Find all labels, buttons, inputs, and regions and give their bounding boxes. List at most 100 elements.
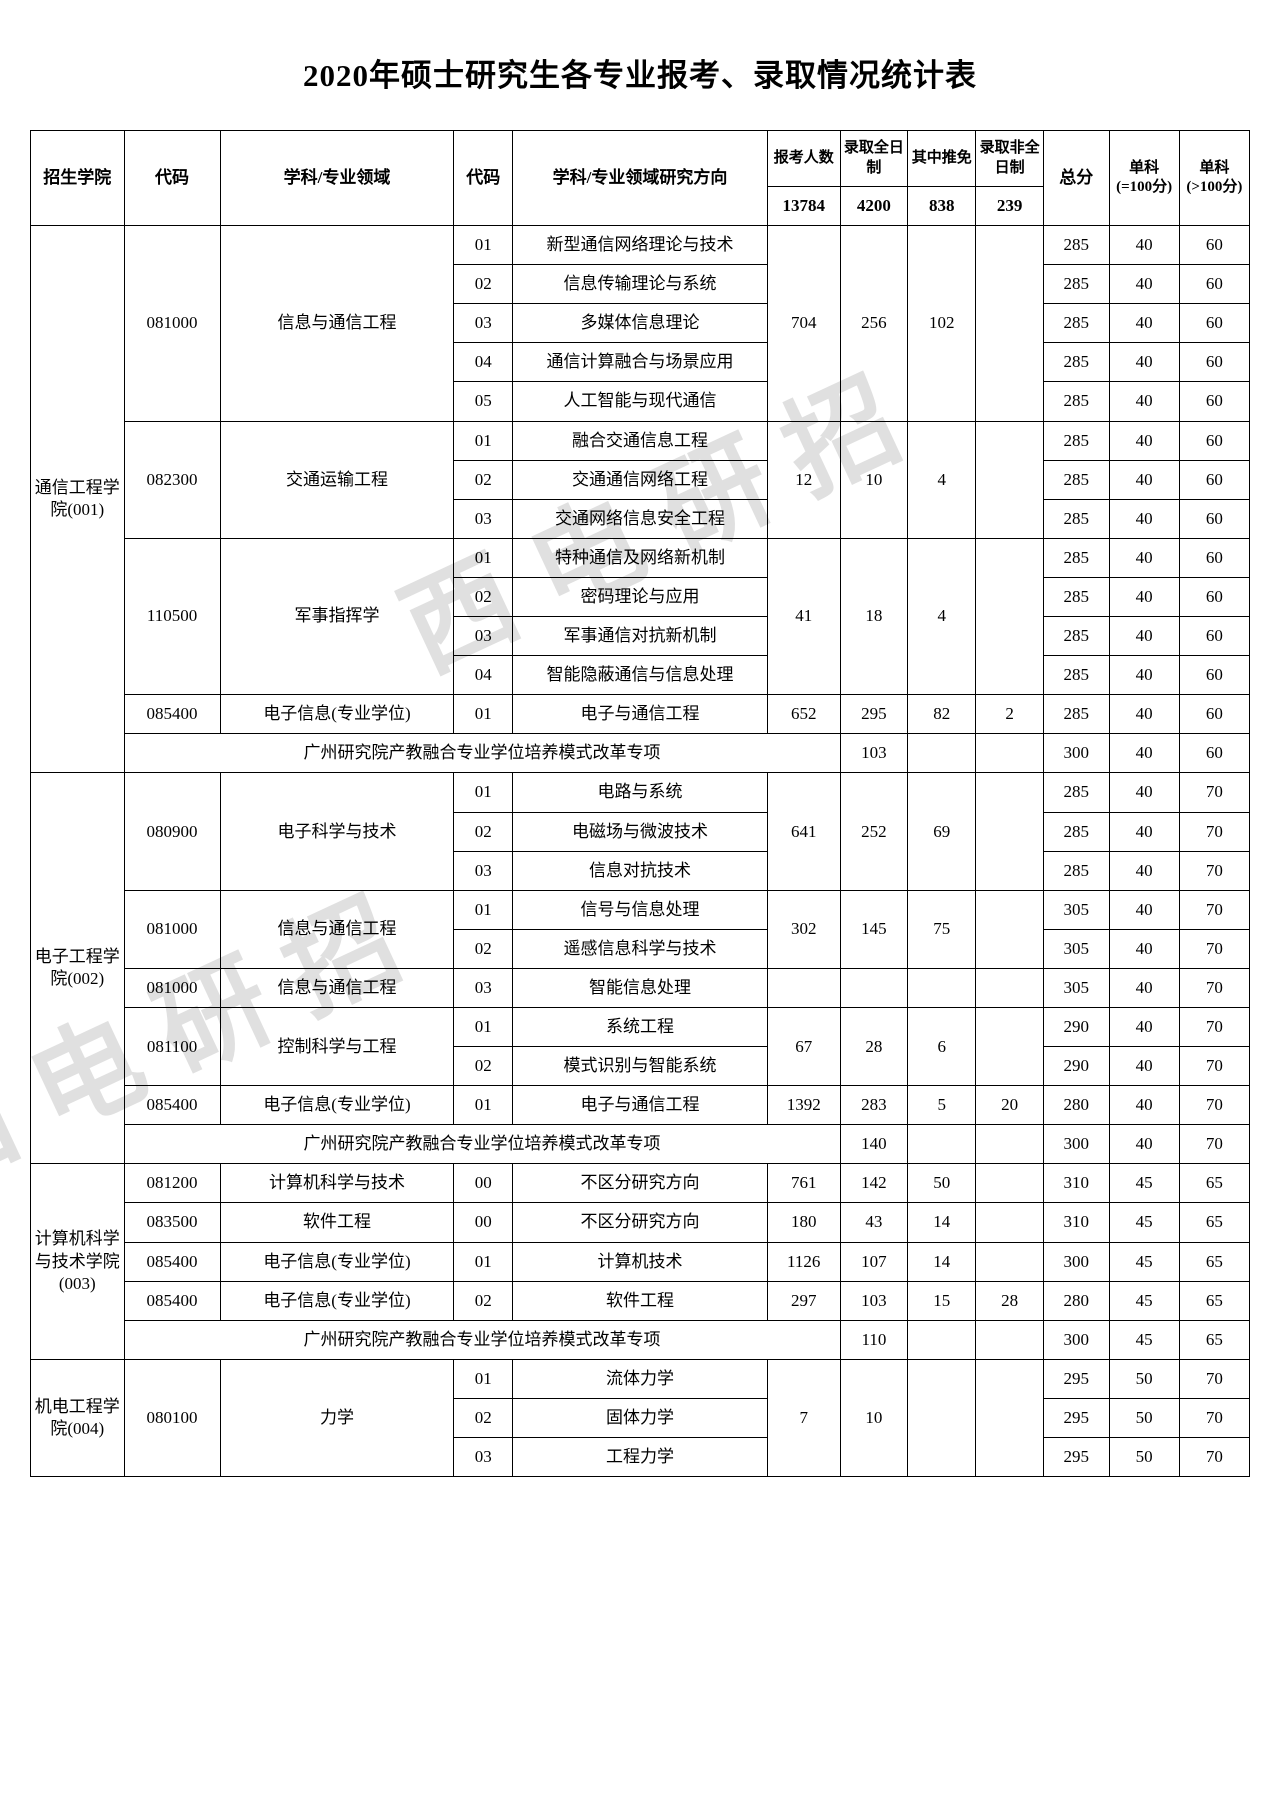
dir-code-cell: 02 <box>454 1047 512 1086</box>
total-exempt: 838 <box>908 187 976 226</box>
fulltime-cell: 256 <box>840 226 908 421</box>
score-cell: 40 <box>1109 773 1179 812</box>
exempt-cell: 15 <box>908 1281 976 1320</box>
table-row: 083500软件工程00不区分研究方向18043143104565 <box>31 1203 1250 1242</box>
score-cell: 70 <box>1179 1438 1249 1477</box>
total-parttime: 239 <box>976 187 1044 226</box>
parttime-cell <box>976 890 1044 968</box>
page-title: 2020年硕士研究生各专业报考、录取情况统计表 <box>30 50 1250 95</box>
score-cell: 70 <box>1179 890 1249 929</box>
dir-code-cell: 01 <box>454 421 512 460</box>
score-cell: 40 <box>1109 1047 1179 1086</box>
special-label: 广州研究院产教融合专业学位培养模式改革专项 <box>124 1125 840 1164</box>
dir-code-cell: 02 <box>454 577 512 616</box>
score-cell: 60 <box>1179 304 1249 343</box>
score-cell: 285 <box>1044 304 1110 343</box>
direction-cell: 工程力学 <box>512 1438 767 1477</box>
dir-code-cell: 03 <box>454 968 512 1007</box>
score-cell: 70 <box>1179 851 1249 890</box>
empty-cell <box>908 968 976 1007</box>
empty-cell <box>976 1125 1044 1164</box>
score-cell: 285 <box>1044 538 1110 577</box>
table-row: 机电工程学院(004)080100力学01流体力学7102955070 <box>31 1359 1250 1398</box>
field-cell: 交通运输工程 <box>220 421 454 538</box>
score-cell: 40 <box>1109 1086 1179 1125</box>
score-cell: 300 <box>1044 734 1110 773</box>
field-cell: 电子科学与技术 <box>220 773 454 890</box>
direction-cell: 模式识别与智能系统 <box>512 1047 767 1086</box>
applicants-cell: 704 <box>767 226 840 421</box>
empty-cell <box>840 968 908 1007</box>
dir-code-cell: 03 <box>454 851 512 890</box>
parttime-cell <box>976 538 1044 694</box>
direction-cell: 信息传输理论与系统 <box>512 265 767 304</box>
table-row: 081000信息与通信工程03智能信息处理3054070 <box>31 968 1250 1007</box>
field-cell: 软件工程 <box>220 1203 454 1242</box>
special-label: 广州研究院产教融合专业学位培养模式改革专项 <box>124 734 840 773</box>
score-cell: 60 <box>1179 421 1249 460</box>
table-row: 081000信息与通信工程01信号与信息处理302145753054070 <box>31 890 1250 929</box>
applicants-cell: 41 <box>767 538 840 694</box>
code-cell: 080100 <box>124 1359 220 1476</box>
applicants-cell: 7 <box>767 1359 840 1476</box>
direction-cell: 交通网络信息安全工程 <box>512 499 767 538</box>
score-cell: 40 <box>1109 734 1179 773</box>
code-cell: 110500 <box>124 538 220 694</box>
fulltime-cell: 295 <box>840 695 908 734</box>
applicants-cell: 1126 <box>767 1242 840 1281</box>
score-cell: 70 <box>1179 1359 1249 1398</box>
exempt-cell: 102 <box>908 226 976 421</box>
fulltime-cell: 145 <box>840 890 908 968</box>
applicants-cell: 761 <box>767 1164 840 1203</box>
dir-code-cell: 04 <box>454 343 512 382</box>
dir-code-cell: 03 <box>454 617 512 656</box>
direction-cell: 软件工程 <box>512 1281 767 1320</box>
applicants-cell: 302 <box>767 890 840 968</box>
exempt-cell: 69 <box>908 773 976 890</box>
parttime-cell <box>976 1359 1044 1476</box>
applicants-cell: 297 <box>767 1281 840 1320</box>
special-row: 广州研究院产教融合专业学位培养模式改革专项1403004070 <box>31 1125 1250 1164</box>
score-cell: 40 <box>1109 656 1179 695</box>
score-cell: 285 <box>1044 226 1110 265</box>
score-cell: 40 <box>1109 617 1179 656</box>
code-cell: 083500 <box>124 1203 220 1242</box>
score-cell: 285 <box>1044 577 1110 616</box>
score-cell: 65 <box>1179 1281 1249 1320</box>
exempt-cell <box>908 1359 976 1476</box>
score-cell: 285 <box>1044 656 1110 695</box>
code-cell: 081100 <box>124 1007 220 1085</box>
direction-cell: 新型通信网络理论与技术 <box>512 226 767 265</box>
field-cell: 计算机科学与技术 <box>220 1164 454 1203</box>
empty-cell <box>908 734 976 773</box>
score-cell: 285 <box>1044 421 1110 460</box>
score-cell: 280 <box>1044 1281 1110 1320</box>
score-cell: 285 <box>1044 695 1110 734</box>
code-cell: 082300 <box>124 421 220 538</box>
parttime-cell <box>976 773 1044 890</box>
code-cell: 085400 <box>124 695 220 734</box>
score-cell: 300 <box>1044 1125 1110 1164</box>
field-cell: 电子信息(专业学位) <box>220 1086 454 1125</box>
direction-cell: 遥感信息科学与技术 <box>512 929 767 968</box>
fulltime-cell: 28 <box>840 1007 908 1085</box>
score-cell: 290 <box>1044 1047 1110 1086</box>
score-cell: 285 <box>1044 617 1110 656</box>
dir-code-cell: 01 <box>454 1242 512 1281</box>
parttime-cell: 20 <box>976 1086 1044 1125</box>
score-cell: 40 <box>1109 304 1179 343</box>
dir-code-cell: 01 <box>454 1359 512 1398</box>
code-cell: 081000 <box>124 226 220 421</box>
direction-cell: 军事通信对抗新机制 <box>512 617 767 656</box>
college-cell: 通信工程学院(001) <box>31 226 125 773</box>
parttime-cell <box>976 1203 1044 1242</box>
fulltime-cell: 142 <box>840 1164 908 1203</box>
special-fulltime: 140 <box>840 1125 908 1164</box>
exempt-cell: 4 <box>908 421 976 538</box>
direction-cell: 人工智能与现代通信 <box>512 382 767 421</box>
th-code2: 代码 <box>454 131 512 226</box>
th-sgt100: 单科(>100分) <box>1179 131 1249 226</box>
score-cell: 310 <box>1044 1203 1110 1242</box>
fulltime-cell: 10 <box>840 1359 908 1476</box>
score-cell: 285 <box>1044 382 1110 421</box>
